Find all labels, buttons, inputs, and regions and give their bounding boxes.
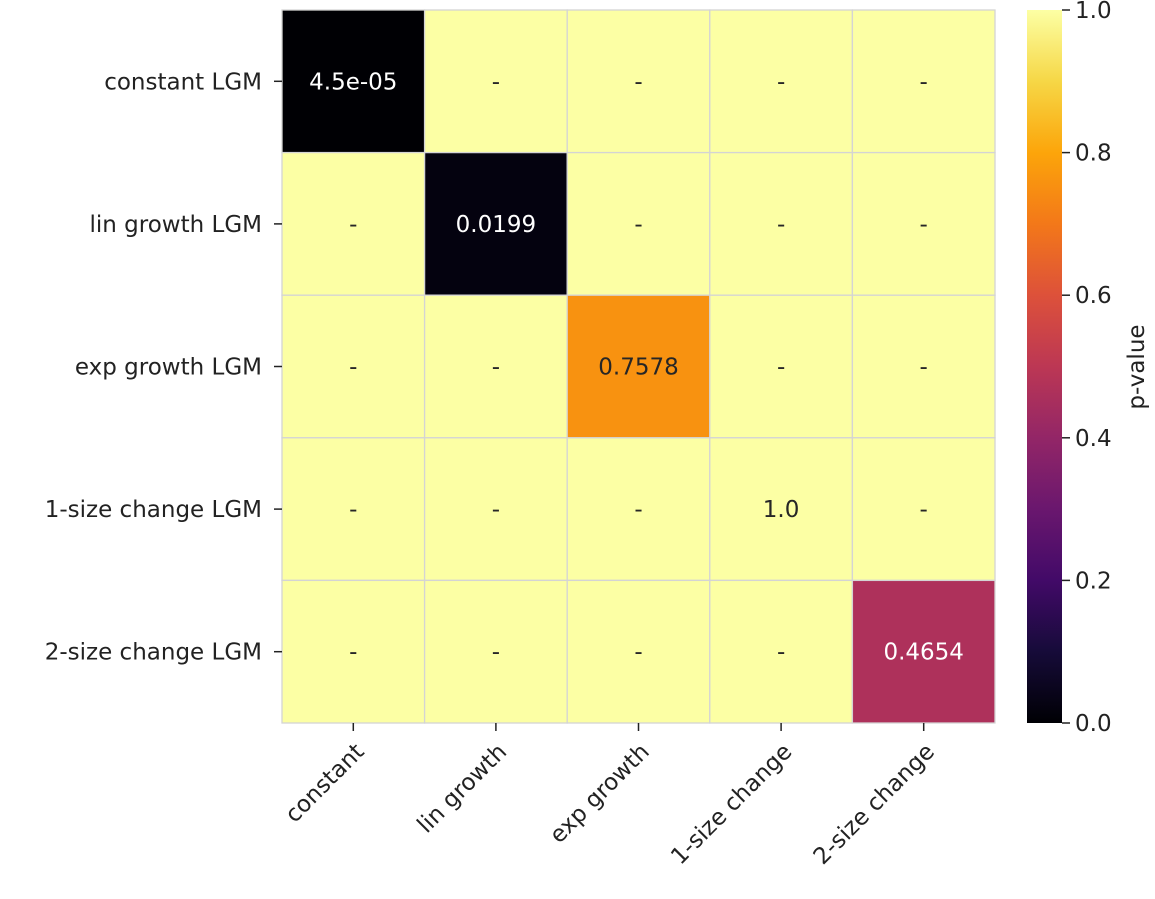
heatmap-cell <box>281 151 426 296</box>
colorbar: 0.0 0.2 0.4 0.6 0.8 1.0 <box>1027 0 1112 737</box>
x-tick-label: 1-size change <box>666 739 797 870</box>
cell-value-label: - <box>349 212 357 238</box>
x-tick-label: lin growth <box>413 739 512 838</box>
heatmap-cell <box>281 9 426 154</box>
colorbar-label: p-value <box>1124 324 1150 409</box>
cell-value-label: - <box>920 69 928 95</box>
cell-value-label: 4.5e-05 <box>309 69 397 95</box>
heatmap-cell <box>423 294 568 439</box>
cell-value-label: - <box>634 497 642 523</box>
colorbar-tick-label: 1.0 <box>1075 0 1112 24</box>
cell-value-label: - <box>634 212 642 238</box>
heatmap-cell <box>709 437 854 582</box>
heatmap-cell <box>566 437 711 582</box>
heatmap-cell <box>851 579 996 724</box>
colorbar-tick-label: 0.4 <box>1075 426 1112 452</box>
heatmap-cell <box>709 294 854 439</box>
heatmap-cell <box>566 151 711 296</box>
heatmap-cell <box>423 9 568 154</box>
cell-value-label: - <box>634 69 642 95</box>
x-tick-label: exp growth <box>545 739 655 849</box>
heatmap-cell-labels: 4.5e-05 - - - - - 0.0199 - - - - - 0.7578 - - - - - 1.0 - - -… <box>309 69 964 665</box>
cell-value-label: 0.0199 <box>456 212 536 238</box>
heatmap-cell <box>851 9 996 154</box>
heatmap-cell <box>709 9 854 154</box>
cell-value-label: 0.4654 <box>883 640 963 666</box>
cell-value-label: - <box>920 355 928 381</box>
colorbar-tick-label: 0.2 <box>1075 568 1112 594</box>
y-tick-label: constant LGM <box>104 69 262 95</box>
heatmap-cell <box>566 579 711 724</box>
colorbar-tick-label: 0.6 <box>1075 283 1112 309</box>
cell-value-label: 0.7578 <box>598 355 678 381</box>
y-tick-label: 1-size change LGM <box>45 497 262 523</box>
heatmap-cell <box>566 9 711 154</box>
cell-value-label: - <box>777 640 785 666</box>
x-tick-label: 2-size change <box>809 739 940 870</box>
heatmap-cell <box>423 579 568 724</box>
colorbar-tick-label: 0.8 <box>1075 141 1112 167</box>
heatmap-cell <box>423 437 568 582</box>
cell-value-label: - <box>349 640 357 666</box>
y-axis: constant LGM lin growth LGM exp growth LGM… <box>45 69 282 666</box>
x-axis: constant lin growth exp growth 1-size chang… <box>280 723 940 870</box>
cell-value-label: - <box>634 640 642 666</box>
cell-value-label: - <box>349 497 357 523</box>
heatmap-cells <box>281 9 996 724</box>
cell-value-label: - <box>492 355 500 381</box>
cell-value-label: - <box>492 69 500 95</box>
heatmap-cell <box>851 151 996 296</box>
heatmap-cell <box>851 437 996 582</box>
heatmap-cell <box>566 294 711 439</box>
cell-value-label: - <box>492 640 500 666</box>
cell-value-label: - <box>777 212 785 238</box>
colorbar-gradient <box>1027 10 1062 723</box>
y-tick-label: exp growth LGM <box>75 355 262 381</box>
cell-value-label: - <box>492 497 500 523</box>
heatmap-cell <box>851 294 996 439</box>
heatmap-cell <box>281 579 426 724</box>
y-tick-label: lin growth LGM <box>90 212 263 238</box>
cell-value-label: - <box>920 497 928 523</box>
cell-value-label: 1.0 <box>763 497 800 523</box>
cell-value-label: - <box>349 355 357 381</box>
colorbar-tick-label: 0.0 <box>1075 711 1112 737</box>
cell-value-label: - <box>920 212 928 238</box>
cell-value-label: - <box>777 355 785 381</box>
y-tick-label: 2-size change LGM <box>45 640 262 666</box>
x-tick-label: constant <box>280 739 369 828</box>
cell-value-label: - <box>777 69 785 95</box>
